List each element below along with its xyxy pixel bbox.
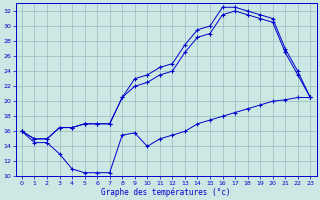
X-axis label: Graphe des températures (°c): Graphe des températures (°c) (101, 187, 231, 197)
